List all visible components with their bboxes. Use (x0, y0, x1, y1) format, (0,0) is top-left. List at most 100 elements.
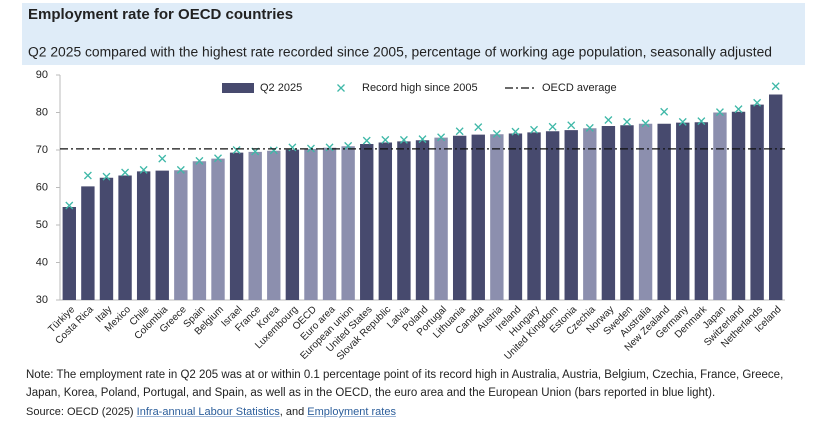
source-joiner: , and (279, 406, 305, 418)
record-marker (604, 116, 613, 124)
record-marker (678, 117, 687, 126)
bar (769, 94, 783, 300)
bar (676, 122, 690, 300)
y-tick-label: 40 (36, 256, 48, 268)
bar (378, 142, 393, 300)
bar (285, 149, 300, 300)
bar (452, 135, 467, 300)
bar (545, 131, 560, 300)
bar (136, 171, 151, 300)
record-marker (511, 127, 520, 136)
bar (490, 134, 504, 300)
record-marker (362, 136, 371, 145)
record-marker (158, 154, 167, 163)
bar (657, 123, 671, 300)
bar (267, 150, 281, 300)
bar (192, 161, 207, 300)
record-marker (567, 121, 576, 130)
record-marker (623, 117, 631, 126)
bar (174, 170, 188, 300)
record-marker (734, 105, 743, 114)
legend-label: Record high since 2005 (362, 82, 478, 94)
record-marker (492, 129, 501, 138)
record-marker (269, 146, 278, 155)
record-marker (214, 154, 222, 163)
legend-label: Q2 2025 (260, 82, 302, 94)
bar (471, 134, 485, 300)
legend-label: OECD average (542, 82, 617, 94)
note-line: Japan, Korea, Poland, Portugal, and Spai… (26, 387, 716, 399)
bar (99, 177, 114, 300)
record-marker (288, 143, 297, 152)
bar (62, 207, 76, 300)
record-marker (102, 172, 111, 181)
bar (527, 132, 541, 300)
record-marker (195, 156, 204, 165)
bar (118, 175, 132, 300)
y-tick-label: 30 (36, 294, 48, 306)
record-marker (176, 165, 185, 174)
bar (341, 146, 355, 300)
title-band (22, 3, 805, 65)
bar (601, 126, 616, 300)
bar (360, 144, 374, 300)
bar (211, 158, 225, 300)
record-marker (344, 141, 353, 150)
source-text: Source: OECD (2025) (26, 406, 134, 418)
record-marker (455, 127, 464, 136)
record-marker (585, 123, 594, 132)
y-tick-label: 60 (36, 181, 48, 193)
record-marker (660, 107, 669, 116)
bar (638, 123, 653, 300)
legend-swatch (337, 84, 345, 92)
bar (415, 140, 430, 300)
note-line: Note: The employment rate in Q2 205 was … (26, 369, 784, 381)
record-marker (381, 135, 390, 144)
y-tick-label: 80 (36, 106, 48, 118)
record-marker (771, 82, 780, 91)
bar (750, 104, 764, 300)
legend-swatch (222, 83, 254, 93)
record-marker (641, 119, 650, 128)
source-link[interactable]: Infra-annual Labour Statistics (136, 406, 280, 418)
record-marker (715, 108, 724, 117)
bar (248, 151, 262, 300)
bar (304, 148, 318, 300)
bar (81, 186, 95, 300)
y-tick-label: 90 (36, 69, 48, 81)
record-marker (437, 133, 446, 142)
record-marker (139, 165, 148, 174)
bar (397, 141, 411, 300)
bar (564, 130, 578, 300)
bar (155, 170, 169, 300)
y-tick-label: 70 (36, 144, 48, 156)
record-marker (307, 144, 315, 153)
bar (229, 152, 244, 300)
record-marker (232, 146, 241, 154)
record-marker (753, 98, 762, 107)
record-marker (474, 123, 483, 132)
bar (583, 128, 597, 300)
bar (713, 112, 727, 300)
record-marker (83, 171, 92, 180)
bar (508, 133, 523, 300)
chart-subtitle: Q2 2025 compared with the highest rate r… (28, 45, 772, 60)
chart-title: Employment rate for OECD countries (28, 6, 293, 23)
y-tick-label: 50 (36, 219, 48, 231)
bar (694, 122, 709, 300)
record-marker (121, 168, 130, 177)
source-link[interactable]: Employment rates (307, 406, 396, 418)
record-marker (399, 135, 408, 144)
record-marker (697, 117, 706, 126)
record-marker (325, 143, 334, 152)
record-marker (65, 201, 74, 210)
record-marker (418, 135, 427, 144)
record-marker (548, 122, 557, 131)
bar (434, 137, 448, 300)
source: Source: OECD (2025) Infra-annual Labour … (26, 406, 396, 418)
bar (322, 147, 337, 300)
bar (731, 111, 746, 300)
